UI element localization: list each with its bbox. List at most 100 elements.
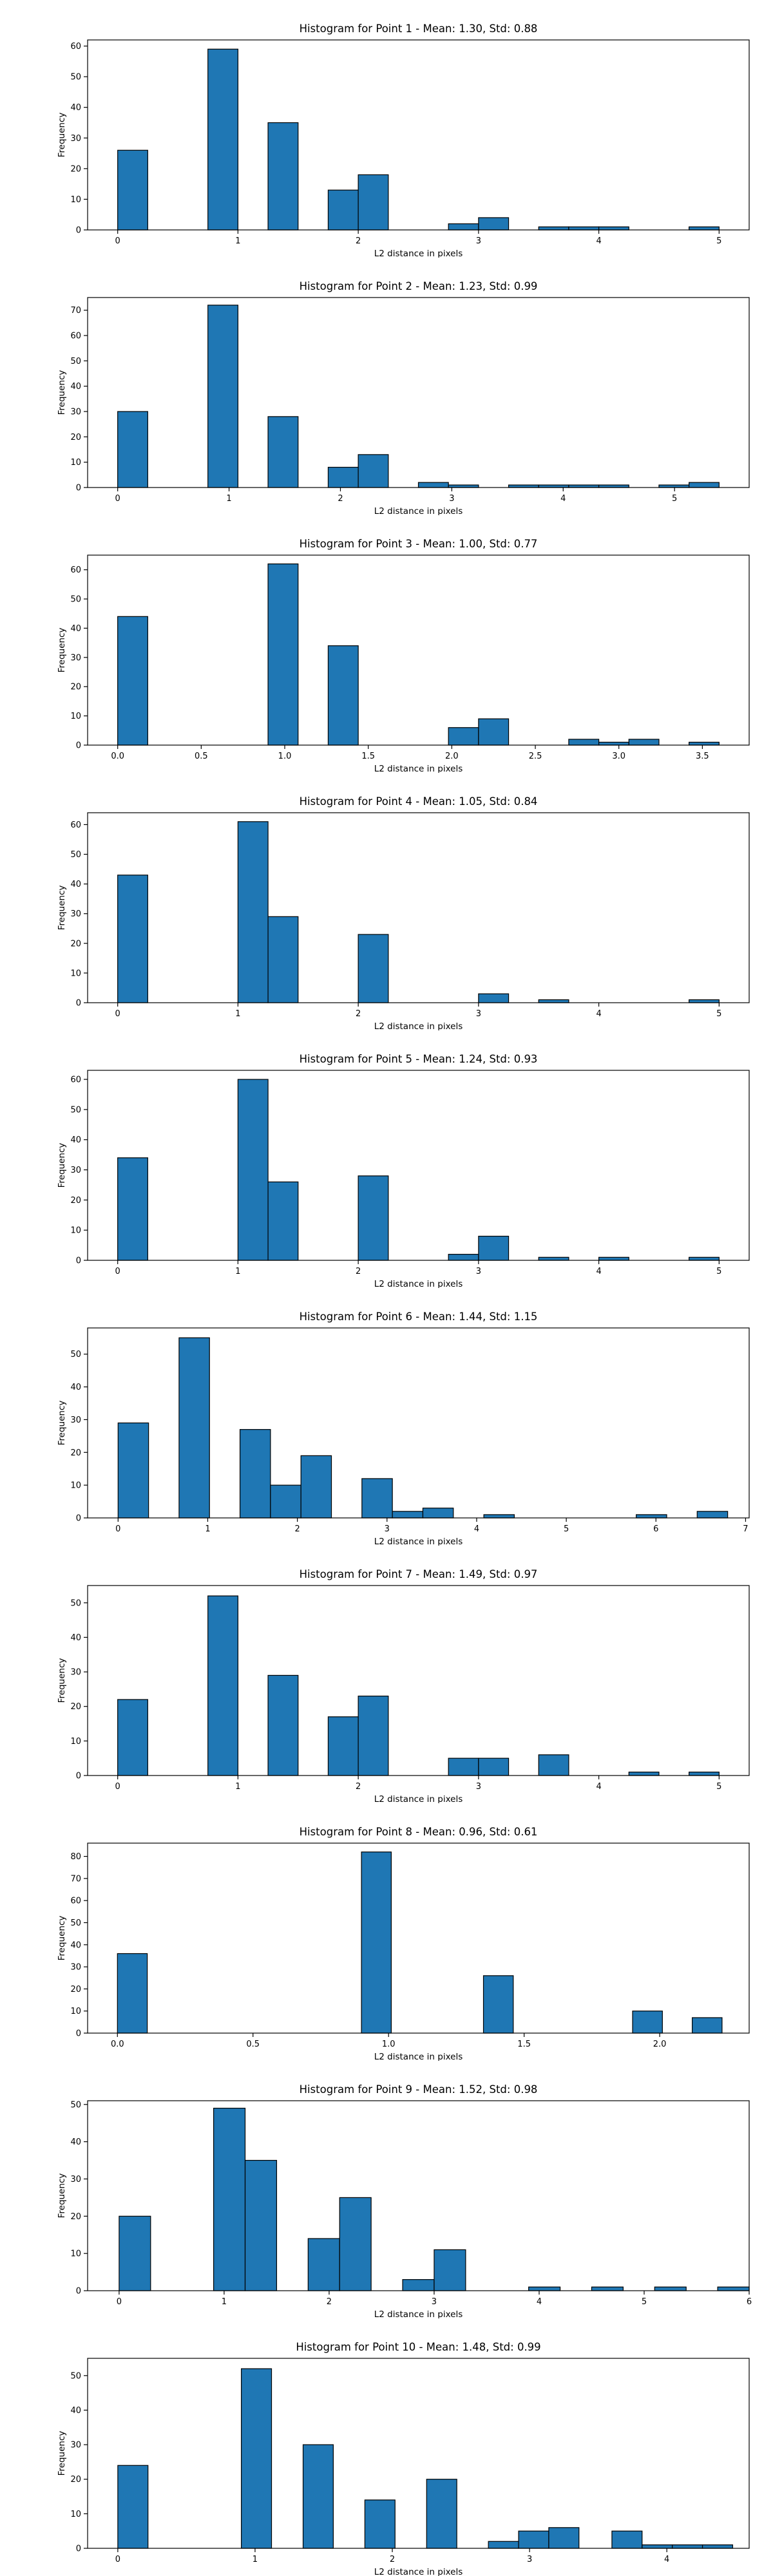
histogram-panel-3: Histogram for Point 3 - Mean: 1.00, Std:…	[57, 538, 750, 773]
y-tick-label: 20	[70, 433, 81, 442]
x-tick-label: 5	[716, 1009, 721, 1019]
x-axis-label: L2 distance in pixels	[374, 2567, 463, 2576]
y-tick-label: 10	[70, 2007, 81, 2016]
plot-frame	[87, 1070, 750, 1261]
y-tick-label: 20	[70, 2475, 81, 2485]
chart-title: Histogram for Point 3 - Mean: 1.00, Std:…	[300, 538, 538, 550]
histogram-bar	[483, 1514, 515, 1519]
x-tick-label: 0	[115, 1267, 120, 1276]
histogram-bar	[237, 1079, 269, 1261]
histogram-bar	[117, 1422, 149, 1519]
plot-frame	[87, 2100, 750, 2291]
y-tick-label: 60	[70, 565, 81, 575]
histogram-panel-9: Histogram for Point 9 - Mean: 1.52, Std:…	[57, 2083, 752, 2318]
y-tick-label: 10	[70, 712, 81, 721]
histogram-bar	[327, 466, 359, 488]
y-tick-label: 30	[70, 2175, 81, 2184]
histogram-bar	[538, 226, 569, 231]
chart-title: Histogram for Point 1 - Mean: 1.30, Std:…	[300, 23, 538, 35]
histogram-bar	[358, 934, 389, 1003]
y-tick-label: 40	[70, 1633, 81, 1643]
x-tick-label: 5	[672, 494, 677, 504]
x-tick-label: 2	[327, 2297, 332, 2307]
x-tick-label: 7	[743, 1524, 748, 1534]
x-tick-label: 2	[338, 494, 343, 504]
y-tick-label: 20	[70, 1985, 81, 1994]
x-tick-label: 2.0	[445, 752, 459, 761]
x-tick-label: 3	[527, 2555, 532, 2564]
x-tick-label: 3	[476, 1267, 481, 1276]
y-tick-label: 20	[70, 2212, 81, 2222]
histogram-bar	[267, 916, 299, 1003]
y-tick-label: 30	[70, 1963, 81, 1973]
y-tick-label: 60	[70, 820, 81, 830]
histogram-panel-10: Histogram for Point 10 - Mean: 1.48, Std…	[57, 2341, 750, 2576]
histogram-panel-6: Histogram for Point 6 - Mean: 1.44, Std:…	[57, 1311, 750, 1546]
y-tick-label: 60	[70, 42, 81, 52]
x-tick-label: 2	[356, 1267, 361, 1276]
x-tick-label: 4	[596, 1267, 601, 1276]
y-tick-label: 40	[70, 880, 81, 889]
histogram-bar	[270, 1484, 301, 1519]
x-tick-label: 3.5	[696, 752, 709, 761]
histogram-bar	[478, 1757, 510, 1776]
x-tick-label: 0	[115, 494, 120, 504]
y-tick-label: 40	[70, 2137, 81, 2147]
x-tick-label: 5	[716, 236, 721, 246]
histogram-bar	[117, 411, 148, 488]
x-tick-label: 0.0	[111, 752, 124, 761]
x-tick-label: 1.5	[517, 2040, 531, 2049]
y-tick-label: 20	[70, 683, 81, 692]
histogram-bar	[307, 2238, 340, 2291]
y-tick-label: 60	[70, 1075, 81, 1085]
x-tick-label: 4	[596, 236, 601, 246]
x-tick-label: 1.0	[278, 752, 292, 761]
histogram-bar	[267, 416, 299, 488]
y-tick-label: 0	[76, 484, 81, 493]
histogram-bar	[482, 1975, 514, 2034]
y-tick-label: 0	[76, 1514, 81, 1524]
y-tick-label: 50	[70, 73, 81, 82]
y-axis-label: Frequency	[57, 2431, 67, 2476]
chart-title: Histogram for Point 4 - Mean: 1.05, Std:…	[300, 795, 538, 808]
histogram-bar	[518, 2530, 549, 2549]
y-tick-label: 10	[70, 1226, 81, 1236]
x-tick-label: 1	[253, 2555, 258, 2564]
histogram-bar	[478, 718, 510, 746]
histogram-bar	[241, 2368, 272, 2549]
histogram-bar	[548, 2527, 580, 2549]
y-axis-label: Frequency	[57, 113, 67, 158]
x-axis-label: L2 distance in pixels	[374, 1279, 463, 1288]
y-tick-label: 0	[76, 1772, 81, 1781]
y-tick-label: 20	[70, 939, 81, 949]
y-tick-label: 70	[70, 306, 81, 316]
histogram-bar	[701, 2544, 734, 2549]
y-tick-label: 30	[70, 653, 81, 663]
histogram-bar	[358, 174, 389, 231]
x-tick-label: 4	[596, 1782, 601, 1792]
histogram-bar	[448, 727, 479, 746]
x-tick-label: 1	[235, 1267, 240, 1276]
x-tick-label: 2	[356, 1782, 361, 1792]
histogram-bar	[591, 2286, 624, 2291]
histogram-bar	[689, 1256, 720, 1261]
y-tick-label: 30	[70, 2441, 81, 2450]
histogram-bar	[654, 2286, 687, 2291]
histogram-bar	[611, 2530, 643, 2549]
x-tick-label: 3.0	[612, 752, 625, 761]
y-tick-label: 10	[70, 1737, 81, 1747]
x-tick-label: 1	[235, 1782, 240, 1792]
histogram-bar	[327, 1716, 359, 1776]
y-axis-label: Frequency	[57, 1401, 67, 1446]
y-tick-label: 20	[70, 1702, 81, 1712]
y-tick-label: 40	[70, 1135, 81, 1145]
x-tick-label: 6	[747, 2297, 752, 2307]
y-tick-label: 40	[70, 2406, 81, 2416]
histogram-bar	[422, 1508, 454, 1519]
histogram-bar	[538, 1754, 569, 1776]
histogram-bar	[244, 2159, 278, 2291]
x-tick-label: 2	[356, 236, 361, 246]
y-tick-label: 0	[76, 2287, 81, 2297]
histogram-bar	[267, 564, 299, 746]
